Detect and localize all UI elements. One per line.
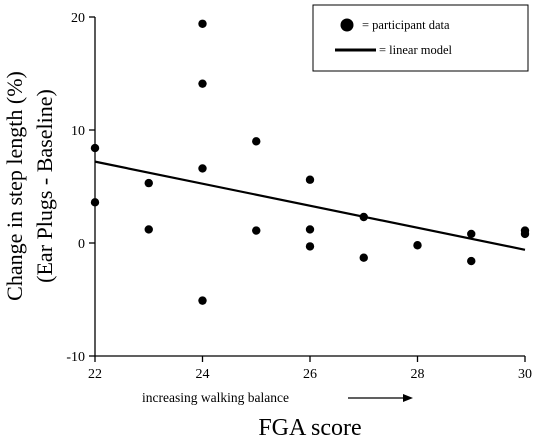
- data-points-layer: [90, 19, 530, 305]
- data-point: [144, 178, 153, 188]
- x-axis-label: FGA score: [258, 415, 361, 437]
- y-axis-label-line1: Change in step length (%): [2, 71, 27, 301]
- data-point: [413, 241, 422, 250]
- y-tick-label: 10: [71, 124, 85, 139]
- data-point: [467, 229, 476, 239]
- data-point: [467, 256, 476, 266]
- legend: = participant data = linear model: [312, 4, 529, 72]
- legend-label-model: = linear model: [379, 43, 453, 57]
- data-point: [90, 198, 100, 207]
- data-point: [305, 175, 315, 184]
- x-ticks: 22 24 26 28 30: [88, 356, 532, 382]
- data-point: [359, 212, 368, 222]
- legend-label-participant: = participant data: [362, 18, 450, 32]
- y-tick-label: 20: [71, 11, 85, 26]
- legend-box: [312, 4, 529, 72]
- data-point: [198, 296, 207, 305]
- data-point: [198, 164, 207, 173]
- y-ticks: -10 0 10 20: [66, 11, 95, 365]
- linear-model-line: [94, 160, 526, 251]
- data-point: [252, 137, 261, 146]
- data-point: [305, 242, 315, 251]
- x-tick-label: 22: [88, 367, 102, 382]
- data-point: [144, 225, 153, 234]
- y-tick-label: 0: [78, 237, 85, 252]
- y-tick-label: -10: [66, 350, 85, 365]
- x-tick-label: 24: [196, 367, 210, 382]
- data-point: [305, 225, 315, 234]
- data-point: [198, 79, 207, 88]
- data-point: [198, 19, 207, 28]
- arrow-right-icon: [348, 394, 413, 402]
- data-point: [252, 226, 261, 235]
- data-point: [359, 253, 368, 262]
- y-axis-label-line2: (Ear Plugs - Baseline): [32, 89, 57, 283]
- x-axis-annotation: increasing walking balance: [142, 390, 289, 405]
- x-tick-label: 26: [303, 367, 317, 382]
- x-tick-label: 28: [411, 367, 425, 382]
- data-point: [90, 143, 100, 153]
- linear-model-layer: [94, 160, 526, 251]
- x-tick-label: 30: [518, 367, 532, 382]
- data-point: [520, 229, 530, 239]
- legend-marker-point: [340, 18, 354, 32]
